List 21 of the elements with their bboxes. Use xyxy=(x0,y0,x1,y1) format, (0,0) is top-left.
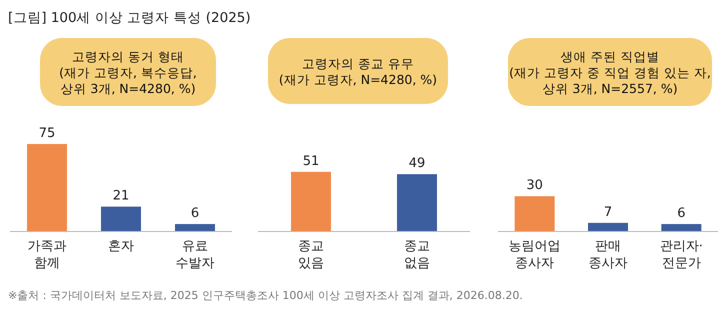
data-label: 75 xyxy=(38,126,56,141)
data-label: 6 xyxy=(190,206,200,222)
data-label: 49 xyxy=(408,156,426,172)
x-tick-label: 유료 수발자 xyxy=(176,239,214,271)
text: [그림] 100세 이상 고령자 특성 (2025) xyxy=(8,10,251,26)
chart-title: 고령자의 종교 유무 (재가 고령자, N=4280, %) xyxy=(278,56,438,87)
chart-title: 고령자의 동거 형태 (재가 고령자, 복수응답, 상위 3개, N=4280, %) xyxy=(59,49,197,96)
x-tick-label: 판매 종사자 xyxy=(588,239,628,271)
data-label: 7 xyxy=(604,204,612,220)
data-label: 51 xyxy=(302,154,320,169)
data-label: 30 xyxy=(526,178,543,194)
data-label: 21 xyxy=(112,188,130,204)
x-tick-label: 가족과 함께 xyxy=(28,239,66,271)
x-tick-label: 종교 없음 xyxy=(404,239,430,271)
text: ※출처 : 국가데이터처 보도자료, 2025 인구주택총조사 100세 이상 고령자조사 집계 결과, 2026.08.20. xyxy=(8,289,523,302)
data-label: 6 xyxy=(677,206,686,222)
x-tick-label: 혼자 xyxy=(108,239,134,254)
x-tick-label: 농림어업 종사자 xyxy=(508,239,561,271)
chart-title: 생애 주된 직업별 (재가 고령자 중 직업 경험 있는 자, 상위 3개, N=2557, %) xyxy=(509,49,711,96)
x-tick-label: 관리자· 전문가 xyxy=(660,239,703,271)
x-tick-label: 종교 있음 xyxy=(298,239,324,271)
